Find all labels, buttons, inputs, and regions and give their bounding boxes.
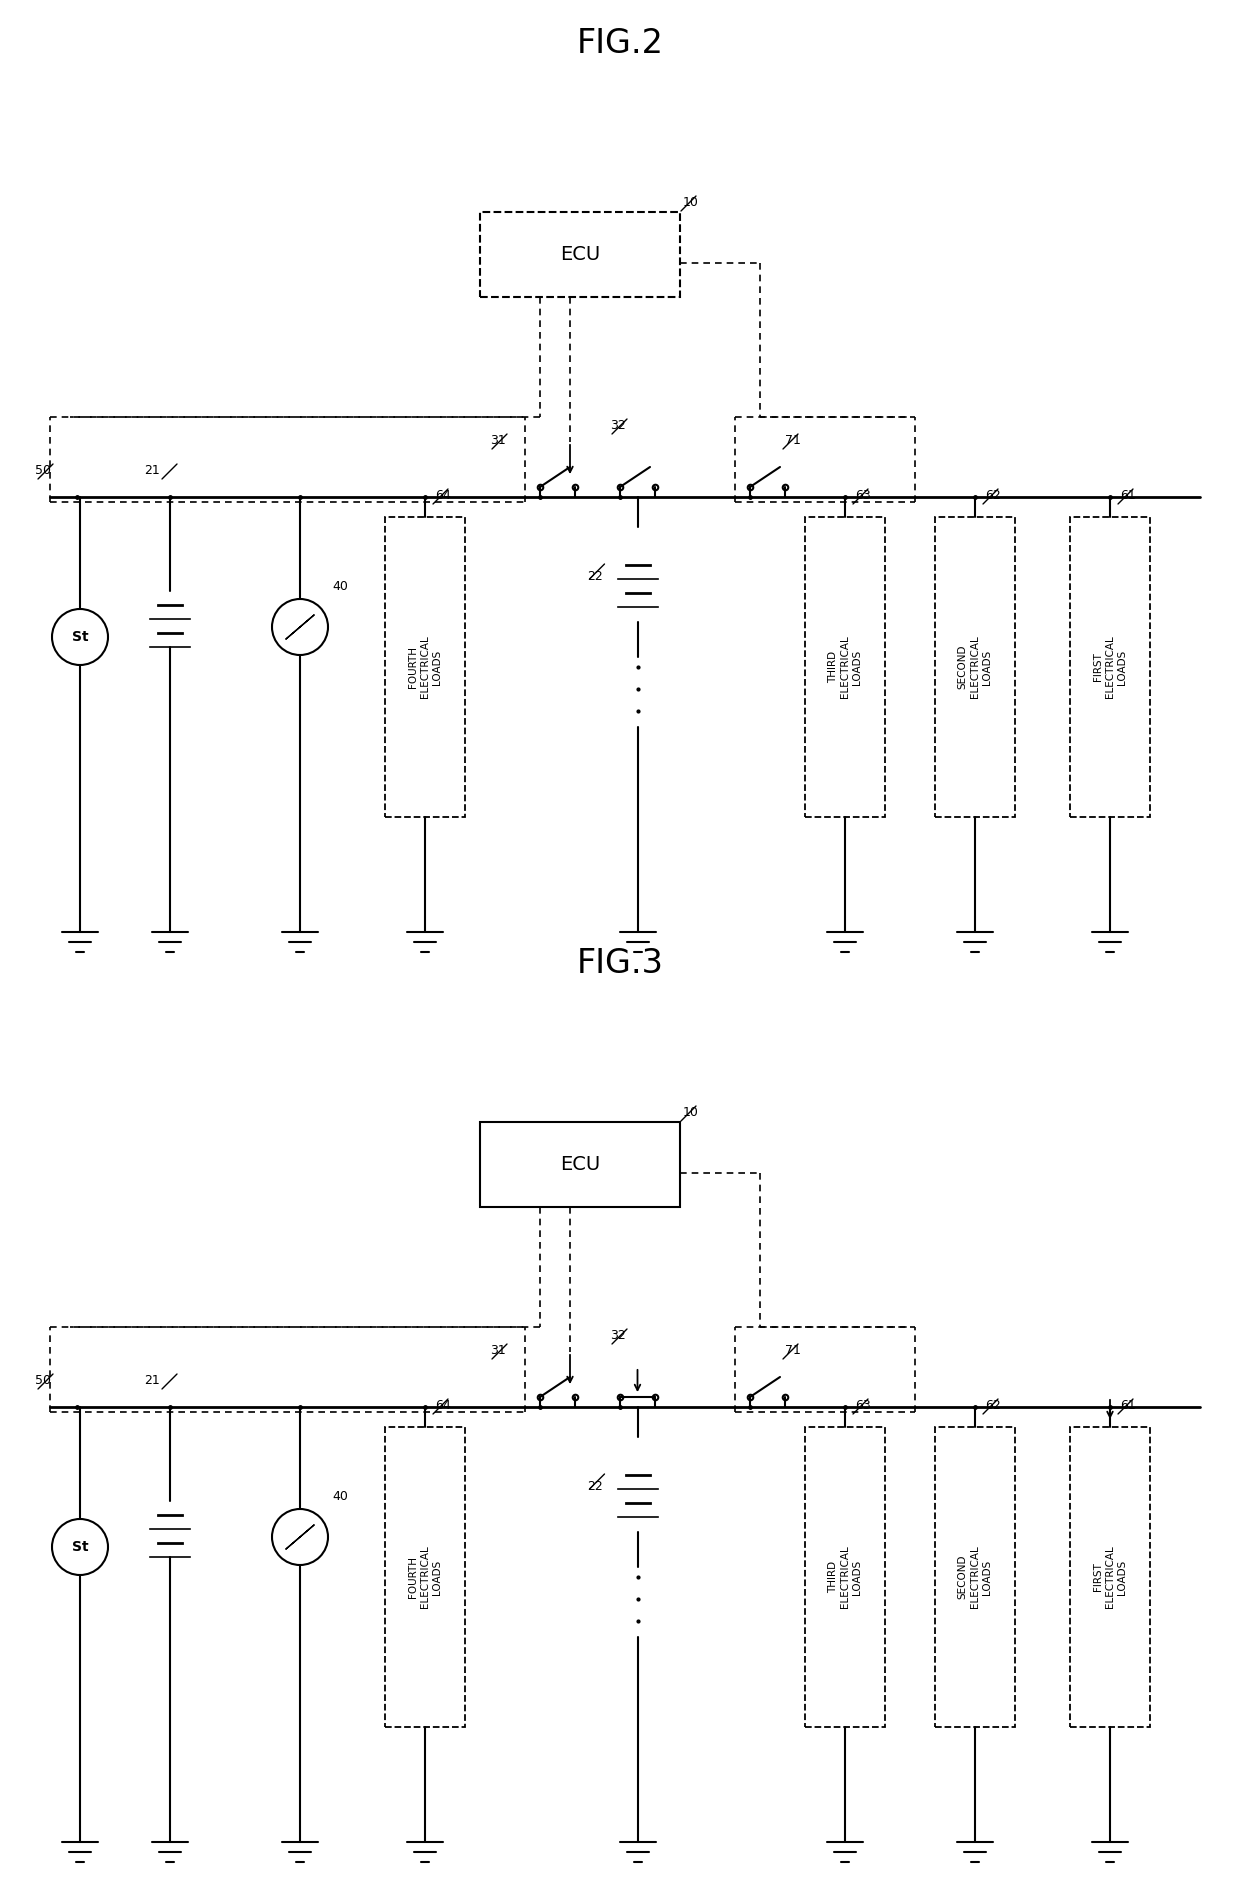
Text: 62: 62 — [985, 490, 1001, 501]
Text: 10: 10 — [683, 195, 699, 208]
Text: 71: 71 — [785, 1344, 801, 1357]
Text: ECU: ECU — [560, 1154, 600, 1173]
Text: 22: 22 — [588, 571, 603, 584]
Bar — [1070, 1427, 1149, 1727]
Text: FIG.3: FIG.3 — [577, 948, 663, 980]
Bar — [480, 212, 680, 297]
Text: 71: 71 — [785, 434, 801, 447]
Text: 10: 10 — [683, 1106, 699, 1119]
Text: 64: 64 — [435, 490, 451, 501]
Text: 32: 32 — [610, 1329, 626, 1342]
Text: 63: 63 — [856, 490, 870, 501]
Text: 61: 61 — [1120, 1398, 1136, 1412]
Text: 31: 31 — [490, 1344, 506, 1357]
Text: 40: 40 — [332, 1490, 348, 1503]
Bar — [935, 516, 1016, 816]
Text: 62: 62 — [985, 1398, 1001, 1412]
Text: THIRD
ELECTRICAL
LOADS: THIRD ELECTRICAL LOADS — [827, 636, 862, 698]
Bar — [384, 516, 465, 816]
Bar — [1070, 516, 1149, 816]
Bar — [384, 1427, 465, 1727]
Text: 21: 21 — [144, 464, 160, 477]
Text: FIRST
ELECTRICAL
LOADS: FIRST ELECTRICAL LOADS — [1092, 636, 1127, 698]
Text: 50: 50 — [35, 1374, 51, 1387]
Text: FIRST
ELECTRICAL
LOADS: FIRST ELECTRICAL LOADS — [1092, 1545, 1127, 1609]
Text: FOURTH
ELECTRICAL
LOADS: FOURTH ELECTRICAL LOADS — [408, 636, 443, 698]
Text: 61: 61 — [1120, 490, 1136, 501]
Bar — [805, 1427, 885, 1727]
Text: 50: 50 — [35, 464, 51, 477]
Text: SECOND
ELECTRICAL
LOADS: SECOND ELECTRICAL LOADS — [957, 1545, 992, 1609]
Text: FIG.2: FIG.2 — [577, 26, 663, 60]
Text: 31: 31 — [490, 434, 506, 447]
Text: 40: 40 — [332, 580, 348, 593]
Text: FOURTH
ELECTRICAL
LOADS: FOURTH ELECTRICAL LOADS — [408, 1545, 443, 1609]
Text: SECOND
ELECTRICAL
LOADS: SECOND ELECTRICAL LOADS — [957, 636, 992, 698]
Text: St: St — [72, 1539, 88, 1554]
Bar — [805, 516, 885, 816]
Text: 64: 64 — [435, 1398, 451, 1412]
Text: 63: 63 — [856, 1398, 870, 1412]
Text: 22: 22 — [588, 1481, 603, 1494]
Text: THIRD
ELECTRICAL
LOADS: THIRD ELECTRICAL LOADS — [827, 1545, 862, 1609]
Bar — [480, 1122, 680, 1207]
Text: 32: 32 — [610, 419, 626, 432]
Text: ECU: ECU — [560, 246, 600, 265]
Text: 21: 21 — [144, 1374, 160, 1387]
Text: St: St — [72, 631, 88, 644]
Bar — [935, 1427, 1016, 1727]
